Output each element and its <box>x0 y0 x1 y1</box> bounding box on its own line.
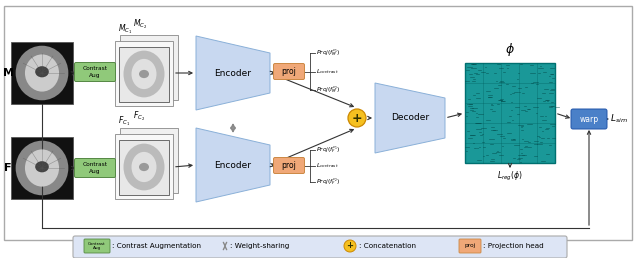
Ellipse shape <box>124 144 164 190</box>
Text: $L_{contrast}$: $L_{contrast}$ <box>316 162 339 171</box>
Text: Encoder: Encoder <box>214 160 252 170</box>
FancyBboxPatch shape <box>74 158 115 178</box>
Bar <box>465 63 555 163</box>
Text: +: + <box>346 241 353 251</box>
Text: $F_{C_1}$: $F_{C_1}$ <box>118 115 130 128</box>
Text: $Proj(f_M^{c_1})$: $Proj(f_M^{c_1})$ <box>316 47 340 58</box>
Text: $Proj(f_F^{c_2})$: $Proj(f_F^{c_2})$ <box>316 176 340 187</box>
Text: $L_{sim}$: $L_{sim}$ <box>610 113 628 125</box>
Ellipse shape <box>131 59 157 89</box>
Bar <box>11 42 73 104</box>
Polygon shape <box>375 83 445 153</box>
Bar <box>120 35 178 100</box>
Bar <box>119 140 169 195</box>
Text: $L_{reg}(\phi)$: $L_{reg}(\phi)$ <box>497 170 523 183</box>
Text: Contrast
Aug: Contrast Aug <box>83 162 108 174</box>
Bar <box>11 137 73 199</box>
Ellipse shape <box>35 66 49 77</box>
Circle shape <box>348 109 366 127</box>
FancyBboxPatch shape <box>74 62 115 82</box>
Text: : Concatenation: : Concatenation <box>359 243 416 249</box>
Text: $M_{C_2}$: $M_{C_2}$ <box>133 18 147 31</box>
Ellipse shape <box>139 163 149 171</box>
Text: $Proj(f_M^{c_2})$: $Proj(f_M^{c_2})$ <box>316 85 340 95</box>
Bar <box>115 41 173 106</box>
Ellipse shape <box>139 70 149 78</box>
Ellipse shape <box>25 149 59 187</box>
Text: Encoder: Encoder <box>214 69 252 77</box>
FancyBboxPatch shape <box>571 109 607 129</box>
Ellipse shape <box>25 54 59 92</box>
Text: $\phi$: $\phi$ <box>505 41 515 58</box>
Text: Contrast
Aug: Contrast Aug <box>88 242 106 250</box>
Ellipse shape <box>35 161 49 172</box>
Ellipse shape <box>131 152 157 182</box>
Text: : Contrast Augmentation: : Contrast Augmentation <box>112 243 201 249</box>
Text: $Proj(f_F^{c_1})$: $Proj(f_F^{c_1})$ <box>316 144 340 155</box>
Text: proj: proj <box>282 162 296 171</box>
Ellipse shape <box>15 46 68 100</box>
Text: proj: proj <box>465 244 476 248</box>
Text: warp: warp <box>579 115 598 124</box>
Text: $F_{C_2}$: $F_{C_2}$ <box>133 109 145 123</box>
Ellipse shape <box>124 51 164 97</box>
Text: +: + <box>352 111 362 125</box>
Ellipse shape <box>15 141 68 195</box>
Circle shape <box>344 240 356 252</box>
FancyBboxPatch shape <box>73 236 567 258</box>
FancyBboxPatch shape <box>273 63 305 79</box>
Polygon shape <box>196 36 270 110</box>
FancyBboxPatch shape <box>459 239 481 253</box>
Text: $L_{contrast}$: $L_{contrast}$ <box>316 68 339 76</box>
Polygon shape <box>196 128 270 202</box>
Text: proj: proj <box>282 68 296 77</box>
Text: Decoder: Decoder <box>391 114 429 123</box>
Text: F: F <box>4 163 12 173</box>
Bar <box>119 46 169 101</box>
Text: : Projection head: : Projection head <box>483 243 544 249</box>
Text: Contrast
Aug: Contrast Aug <box>83 66 108 78</box>
Text: $M_{C_1}$: $M_{C_1}$ <box>118 22 132 36</box>
Text: M: M <box>3 68 13 78</box>
FancyBboxPatch shape <box>273 157 305 173</box>
FancyBboxPatch shape <box>84 239 110 253</box>
Bar <box>120 128 178 193</box>
Bar <box>115 134 173 199</box>
Text: : Weight-sharing: : Weight-sharing <box>230 243 289 249</box>
